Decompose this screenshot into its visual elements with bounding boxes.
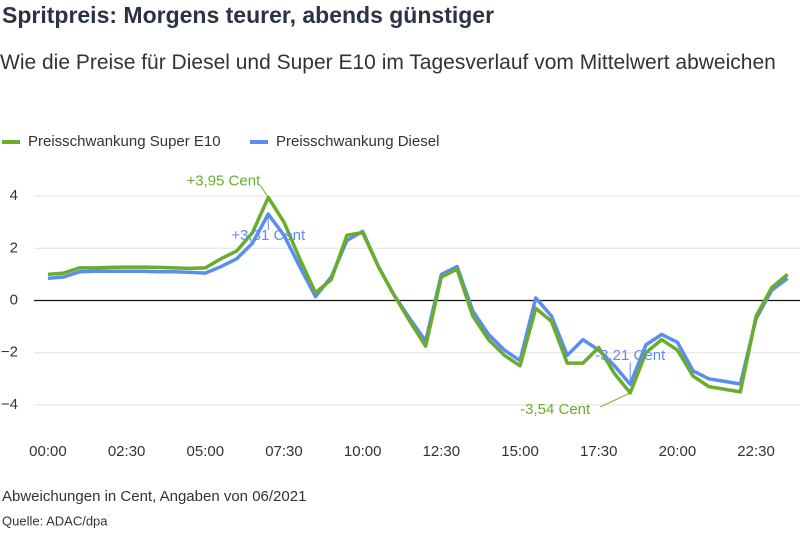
y-tick-label: 4: [10, 187, 18, 204]
x-tick-label: 00:00: [29, 443, 67, 460]
annotation: -3,54 Cent: [520, 401, 591, 418]
y-tick-label: 0: [10, 291, 18, 308]
legend-label: Preisschwankung Diesel: [276, 133, 439, 150]
x-tick-label: 15:00: [501, 443, 539, 460]
chart-subtitle: Wie die Preise für Diesel und Super E10 …: [0, 51, 776, 74]
annotation: +3,95 Cent: [186, 172, 261, 189]
x-tick-label: 05:00: [187, 443, 225, 460]
x-tick-label: 07:30: [265, 443, 303, 460]
annotation-leader: [259, 185, 269, 198]
x-tick-label: 02:30: [108, 443, 146, 460]
y-tick-label: −2: [1, 344, 18, 361]
legend-label: Preisschwankung Super E10: [28, 133, 221, 150]
y-tick-label: 2: [10, 239, 18, 256]
annotation: -3,21 Cent: [595, 347, 666, 364]
x-tick-label: 17:30: [580, 443, 618, 460]
annotation: +3,31 Cent: [231, 227, 306, 244]
annotation-leader: [599, 392, 631, 408]
series-line: [47, 195, 789, 395]
x-tick-label: 22:30: [737, 443, 775, 460]
y-tick-label: −4: [1, 396, 18, 413]
chart-title: Spritpreis: Morgens teurer, abends günst…: [2, 2, 494, 28]
x-tick-label: 12:30: [423, 443, 461, 460]
subtitle-box: Wie die Preise für Diesel und Super E10 …: [0, 51, 776, 74]
x-tick-label: 10:00: [344, 443, 382, 460]
chart-source: Quelle: ADAC/dpa: [2, 513, 108, 528]
chart-note: Abweichungen in Cent, Angaben von 06/202…: [2, 488, 306, 505]
series-line: [47, 212, 789, 387]
x-tick-label: 20:00: [659, 443, 697, 460]
